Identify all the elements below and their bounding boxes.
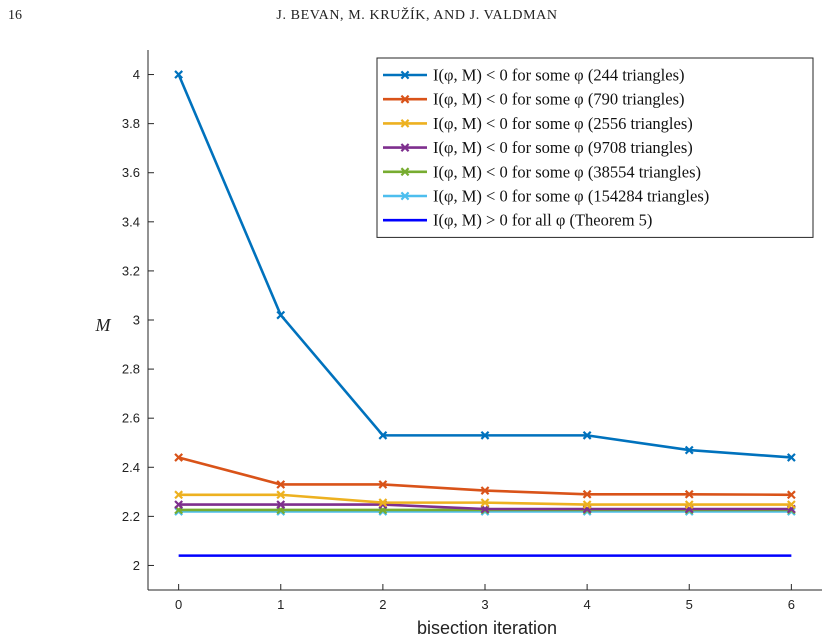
- legend-marker: [400, 167, 410, 177]
- legend-entry: I(φ, M) < 0 for some φ (38554 triangles): [383, 162, 701, 181]
- data-point: [480, 504, 490, 514]
- legend-entry: I(φ, M) < 0 for some φ (244 triangles): [383, 66, 685, 85]
- y-tick-label: 4: [133, 67, 140, 82]
- data-point: [480, 486, 490, 495]
- series-4: [174, 500, 796, 514]
- running-head: J. BEVAN, M. KRUŽÍK, AND J. VALDMAN: [276, 8, 558, 23]
- axes-frame: [147, 50, 822, 591]
- series-1: [174, 70, 796, 462]
- page-number: 16: [8, 8, 22, 23]
- legend-entry: I(φ, M) < 0 for some φ (9708 triangles): [383, 138, 693, 157]
- series-2: [174, 453, 796, 500]
- data-point: [378, 430, 388, 440]
- data-point: [582, 489, 592, 499]
- legend-marker: [400, 191, 410, 201]
- legend-marker: [400, 70, 410, 80]
- x-tick-label: 2: [379, 597, 386, 612]
- legend-label: I(φ, M) < 0 for some φ (9708 triangles): [433, 138, 693, 157]
- data-point: [480, 498, 490, 507]
- x-tick-label: 1: [277, 597, 284, 612]
- data-point: [378, 480, 388, 489]
- y-tick-label: 2.8: [122, 362, 140, 377]
- legend-marker: [400, 119, 410, 128]
- data-point: [174, 500, 184, 509]
- legend-label: I(φ, M) < 0 for some φ (244 triangles): [433, 66, 685, 85]
- legend-marker: [400, 143, 410, 152]
- legend-entry: I(φ, M) > 0 for all φ (Theorem 5): [383, 211, 652, 230]
- data-point: [480, 430, 490, 440]
- data-point: [786, 500, 796, 509]
- data-point: [684, 500, 694, 509]
- x-axis-label: bisection iteration: [417, 618, 557, 638]
- data-point: [582, 430, 592, 440]
- series-layer: [174, 70, 796, 557]
- y-tick-label: 3.4: [122, 214, 140, 229]
- x-tick-label: 4: [584, 597, 591, 612]
- axis-ticks: [148, 74, 792, 590]
- legend-label: I(φ, M) > 0 for all φ (Theorem 5): [433, 211, 652, 230]
- legend-entry: I(φ, M) < 0 for some φ (790 triangles): [383, 90, 685, 109]
- y-axis-label: M: [95, 315, 112, 335]
- legend-entry: I(φ, M) < 0 for some φ (154284 triangles…: [383, 187, 709, 206]
- data-point: [276, 500, 286, 509]
- data-point: [276, 310, 286, 320]
- y-tick-label: 2.4: [122, 460, 140, 475]
- data-point: [786, 490, 796, 500]
- x-tick-label: 3: [481, 597, 488, 612]
- data-point: [276, 490, 286, 500]
- data-point: [174, 70, 184, 79]
- data-point: [786, 453, 796, 462]
- y-tick-label: 2.6: [122, 411, 140, 426]
- legend-marker: [400, 94, 410, 104]
- y-tick-label: 3.2: [122, 263, 140, 278]
- y-tick-label: 3: [133, 313, 140, 328]
- data-point: [276, 480, 286, 489]
- series-3: [174, 490, 796, 509]
- legend-label: I(φ, M) < 0 for some φ (38554 triangles): [433, 162, 701, 181]
- data-point: [684, 489, 694, 499]
- legend-entry: I(φ, M) < 0 for some φ (2556 triangles): [383, 114, 693, 133]
- data-point: [684, 445, 694, 455]
- legend-box: [376, 57, 814, 238]
- tick-labels: 0 1 2 3 4 5 6 2 2.2 2.4 2.6 2.8 3 3.2 3.4 3.6 3.8 4: [122, 67, 795, 612]
- x-tick-label: 0: [175, 597, 182, 612]
- data-point: [174, 490, 184, 500]
- data-point: [174, 453, 184, 462]
- legend-label: I(φ, M) < 0 for some φ (790 triangles): [433, 90, 685, 109]
- x-tick-label: 5: [686, 597, 693, 612]
- y-tick-label: 3.8: [122, 116, 140, 131]
- legend-label: I(φ, M) < 0 for some φ (2556 triangles): [433, 114, 693, 133]
- data-point: [378, 498, 388, 507]
- y-tick-label: 2: [133, 558, 140, 573]
- legend: I(φ, M) < 0 for some φ (244 triangles) I(…: [376, 57, 814, 238]
- data-point: [582, 500, 592, 509]
- y-tick-label: 3.6: [122, 165, 140, 180]
- y-tick-label: 2.2: [122, 509, 140, 524]
- legend-label: I(φ, M) < 0 for some φ (154284 triangles…: [433, 187, 709, 206]
- x-tick-label: 6: [788, 597, 795, 612]
